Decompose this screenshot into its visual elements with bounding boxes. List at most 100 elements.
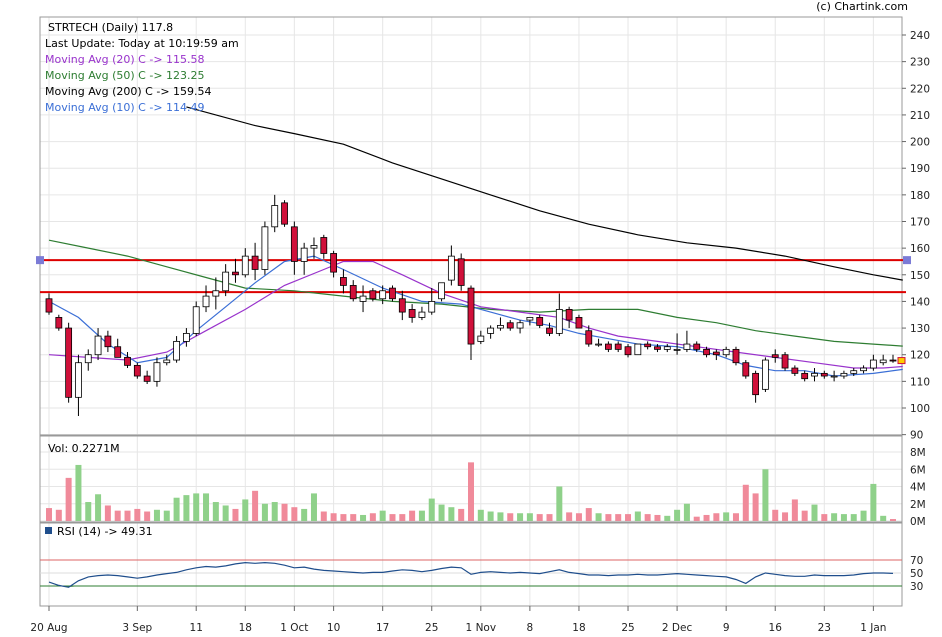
candle xyxy=(732,346,740,366)
candle xyxy=(310,237,318,259)
candle-body xyxy=(654,346,661,350)
level-drag-handles[interactable] xyxy=(36,256,911,365)
volume-bar xyxy=(85,502,92,521)
price-tick-label: 130 xyxy=(910,323,930,335)
candle xyxy=(45,293,53,315)
volume-bar xyxy=(801,510,808,521)
rsi-grid xyxy=(48,523,874,606)
candle-body xyxy=(506,322,514,329)
volume-tick-label: 4M xyxy=(910,482,926,494)
candle-body xyxy=(575,317,583,329)
date-axis-ticks: 20 Aug 3 Sep 11 18 1 Oct 10 17 25 1 Nov 8 18 25 2 De… xyxy=(30,606,886,634)
volume-bar xyxy=(507,513,514,521)
volume-bar xyxy=(46,508,52,521)
date-tick-label: 10 xyxy=(327,622,340,634)
volume-bar xyxy=(664,515,671,521)
candle xyxy=(781,352,789,371)
candle-body xyxy=(801,372,809,380)
date-tick-label: 25 xyxy=(621,622,634,634)
candle xyxy=(742,360,750,379)
candle-body xyxy=(310,245,318,249)
volume-bar xyxy=(222,505,229,521)
ma20-legend: Moving Avg (20) C -> 115.58 xyxy=(45,53,205,66)
volume-bar xyxy=(301,508,308,521)
date-tick-label: 1 Nov xyxy=(466,622,497,634)
volume-bar xyxy=(556,486,563,521)
candle-body xyxy=(45,298,53,313)
candle-body xyxy=(408,309,416,318)
volume-bar xyxy=(821,514,828,521)
volume-bar xyxy=(242,499,249,521)
moving-average-lines xyxy=(48,106,903,377)
candle xyxy=(55,314,63,331)
candle xyxy=(811,368,818,382)
watermark: (c) Chartink.com xyxy=(816,0,908,13)
rsi-panel-frame xyxy=(39,522,903,607)
volume-bar xyxy=(252,490,259,521)
volume-bar xyxy=(330,513,337,521)
volume-bar xyxy=(438,504,445,521)
volume-bar xyxy=(468,462,474,521)
candle xyxy=(300,242,308,275)
price-tick-label: 240 xyxy=(910,30,930,42)
volume-bar xyxy=(55,509,62,521)
volume-bar xyxy=(134,508,141,521)
level-handle-right[interactable] xyxy=(903,256,911,265)
candle-body xyxy=(889,359,897,362)
price-tick-label: 110 xyxy=(910,376,930,388)
volume-bar xyxy=(595,513,602,521)
candle xyxy=(860,365,867,374)
rsi-tick-label: 70 xyxy=(910,555,923,567)
volume-bar xyxy=(625,514,632,521)
candle xyxy=(712,349,720,361)
candle xyxy=(320,234,328,259)
volume-bar xyxy=(683,503,690,521)
date-tick-label: 1 Oct xyxy=(280,622,308,634)
candle xyxy=(703,346,710,358)
candle-body xyxy=(791,367,799,374)
price-tick-label: 90 xyxy=(910,430,923,442)
price-grid xyxy=(40,17,902,436)
candle xyxy=(104,330,112,353)
candle-body xyxy=(604,343,612,350)
candle xyxy=(84,349,92,371)
candle xyxy=(889,354,897,363)
volume-bar xyxy=(654,514,661,521)
volume-bar xyxy=(713,513,720,521)
candle xyxy=(271,194,279,233)
volume-bar xyxy=(772,509,779,521)
volume-bar xyxy=(418,510,425,521)
candle xyxy=(585,325,593,347)
volume-bar xyxy=(782,512,789,521)
volume-bar xyxy=(389,514,396,521)
candle xyxy=(869,354,877,371)
volume-bar xyxy=(203,493,210,521)
candle xyxy=(497,317,504,331)
candle xyxy=(467,285,475,361)
price-tick-label: 230 xyxy=(910,57,930,69)
candle-body xyxy=(487,327,495,334)
candle xyxy=(830,370,838,382)
price-tick-label: 190 xyxy=(910,163,930,175)
volume-bar xyxy=(448,507,455,521)
volume-bar xyxy=(271,502,278,521)
ma10-line xyxy=(48,255,903,377)
candle xyxy=(555,293,563,337)
candle-body xyxy=(153,362,161,382)
candle xyxy=(457,253,465,291)
volume-bar xyxy=(379,510,386,521)
candle-body xyxy=(104,335,112,348)
candle-body xyxy=(781,354,789,369)
candle xyxy=(634,343,642,356)
candle xyxy=(398,290,406,321)
volume-bar xyxy=(752,493,759,521)
candle-body xyxy=(330,253,338,273)
volume-bar xyxy=(114,510,121,521)
volume-bar xyxy=(870,483,877,521)
candle-body xyxy=(281,202,288,225)
level-handle-left[interactable] xyxy=(36,256,44,265)
candle xyxy=(290,221,298,275)
candle-body xyxy=(428,301,436,313)
volume-bar xyxy=(104,505,111,521)
